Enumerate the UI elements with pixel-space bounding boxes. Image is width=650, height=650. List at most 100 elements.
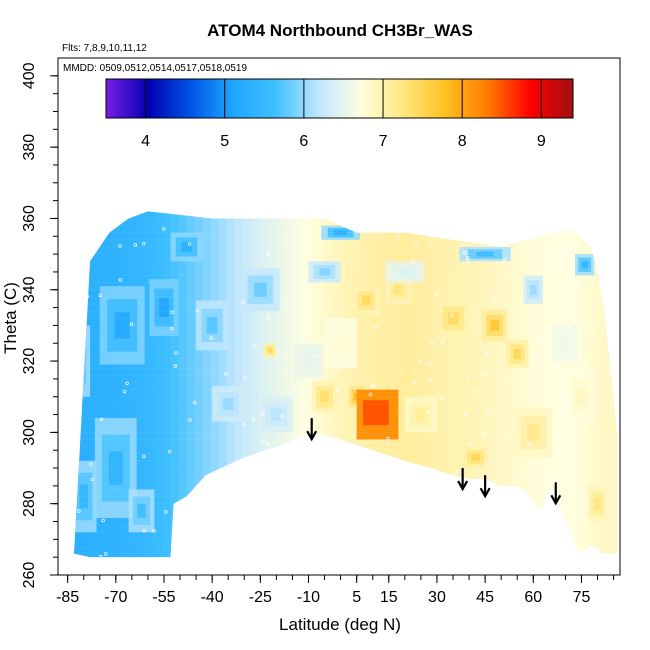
field-band [443, 211, 452, 558]
sample-point [59, 554, 62, 557]
sample-point [481, 432, 486, 437]
sample-point [205, 479, 210, 484]
field-blob [398, 268, 412, 276]
sample-point [125, 381, 129, 386]
field-blob [253, 282, 267, 297]
sample-point [463, 251, 467, 255]
colorbar-ticks: 4 5 6 7 8 9 [141, 79, 546, 150]
sample-point [169, 326, 174, 331]
sample-point [401, 476, 405, 480]
sample-point [426, 410, 431, 414]
sample-point [89, 462, 93, 467]
sample-point [368, 392, 373, 397]
field-band [475, 211, 485, 558]
field-band [90, 211, 99, 558]
sample-point [224, 371, 228, 376]
sample-point [307, 499, 311, 503]
field-band [371, 211, 380, 558]
field-band [170, 211, 180, 558]
sample-point [77, 509, 81, 513]
sample-point [489, 235, 494, 239]
sample-point [98, 554, 103, 558]
sample-point [167, 449, 172, 454]
sample-point [284, 459, 288, 463]
field-band [387, 211, 396, 558]
field-band [162, 211, 171, 558]
field-blob [513, 349, 521, 359]
field-band [499, 211, 509, 558]
sample-point [567, 536, 571, 541]
field-band [579, 211, 589, 558]
hotspot-core [363, 400, 389, 426]
sample-point [371, 383, 376, 388]
sample-point [301, 265, 306, 270]
field-blob [335, 334, 346, 352]
sample-point [558, 542, 562, 547]
field-band [226, 211, 236, 558]
colorbar-tick-label: 5 [220, 133, 229, 150]
sample-point [103, 552, 108, 556]
field-band [379, 211, 388, 558]
field-blob [108, 451, 123, 485]
sample-point [552, 420, 556, 425]
sample-point [335, 387, 340, 392]
sample-point [412, 380, 417, 385]
sample-point [414, 243, 418, 247]
sample-point [614, 529, 617, 534]
sample-point [480, 371, 485, 376]
sample-point [373, 325, 378, 329]
sample-point [141, 241, 146, 246]
sample-point [582, 366, 587, 371]
field-band [106, 211, 115, 558]
x-axis: -85 -70 -55 -40 -25 -10 5 15 30 45 60 75 [56, 575, 615, 606]
field-band [555, 211, 565, 558]
sample-point [551, 475, 556, 480]
sample-point [614, 232, 617, 236]
sample-point [565, 400, 570, 404]
sample-point [553, 247, 558, 252]
sample-point [288, 448, 293, 453]
sample-points [59, 218, 617, 558]
sample-point [243, 375, 247, 379]
sample-point [261, 411, 265, 416]
field-blob [74, 349, 82, 373]
field-blob [303, 355, 314, 368]
field-band [515, 211, 525, 558]
sample-point [386, 436, 390, 441]
sample-point [518, 245, 523, 249]
sample-point [531, 220, 535, 225]
sample-point [218, 484, 223, 488]
field-band [178, 211, 188, 558]
sample-point [345, 499, 350, 503]
field-band [539, 211, 549, 558]
sample-point [266, 252, 270, 257]
field-band [234, 211, 244, 558]
sample-point [472, 389, 477, 394]
field-band [266, 211, 276, 558]
sample-point [469, 441, 473, 446]
field-band [274, 211, 284, 558]
field-blob [577, 388, 586, 406]
field-blob [206, 317, 218, 334]
field-band [339, 211, 348, 558]
sample-point [261, 438, 266, 443]
sample-point [486, 413, 490, 417]
field-band [290, 211, 300, 558]
field-blob [526, 424, 540, 441]
sample-point [429, 242, 434, 246]
sample-point [454, 470, 458, 474]
field-blob [319, 268, 330, 276]
flights-annotation: Flts: 7,8,9,10,11,12 [62, 43, 147, 54]
sample-point [541, 340, 545, 344]
x-axis-label: Latitude (deg N) [279, 615, 401, 634]
field-band [435, 211, 444, 558]
sample-point [266, 315, 271, 320]
field-band [202, 211, 212, 558]
sample-point [448, 537, 453, 541]
sample-point [428, 378, 433, 383]
field-blob [334, 230, 348, 236]
sample-point [594, 225, 598, 229]
sample-point [313, 354, 317, 359]
sample-point [174, 351, 178, 355]
sample-point [418, 359, 422, 364]
